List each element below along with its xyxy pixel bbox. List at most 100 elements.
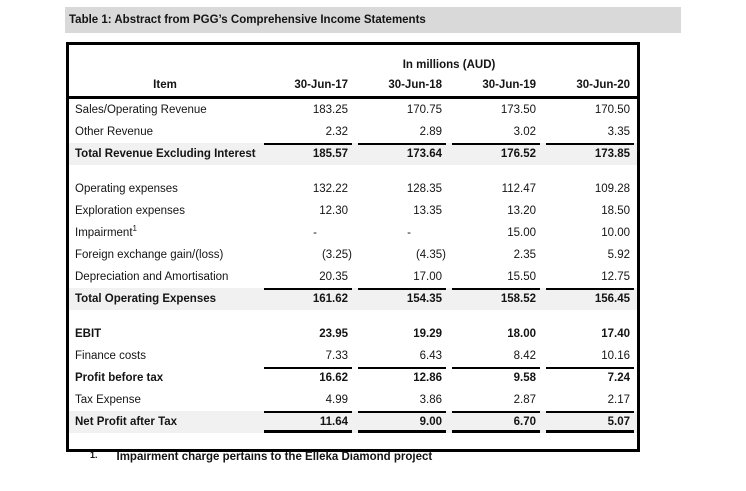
row-label: Operating expenses [75, 183, 178, 195]
units-header-row: In millions (AUD) [69, 45, 637, 74]
table-title-bar: Table 1: Abstract from PGG’s Comprehensi… [65, 7, 681, 33]
spacer-row [69, 433, 637, 449]
row-label: Impairment1 [75, 224, 137, 239]
row-label [69, 310, 261, 323]
cell-value: (3.25) [321, 249, 352, 261]
cell-value: 7.24 [543, 367, 637, 389]
table-row: Operating expenses 132.22 128.35 112.47 109.… [69, 178, 637, 200]
cell-value: (4.35) [415, 249, 446, 261]
cell-value: 17.00 [413, 271, 442, 283]
row-label: Finance costs [75, 350, 146, 362]
table-row: Depreciation and Amortisation 20.35 17.00 1… [69, 266, 637, 288]
cell-value: 183.25 [312, 104, 348, 116]
cell-value: 2.89 [419, 126, 442, 138]
cell-value: 7.33 [325, 350, 348, 362]
row-label: Sales/Operating Revenue [75, 104, 207, 116]
table-row: Total Revenue Excluding Interest 185.57 17… [69, 143, 638, 165]
date-column-header: 30-Jun-19 [449, 74, 543, 99]
table-row: EBIT 23.95 19.29 18.00 17.40 [69, 323, 637, 345]
cell-value: 3.35 [607, 126, 631, 138]
cell-value [543, 433, 637, 449]
table-row: Sales/Operating Revenue 183.25 170.75 173.5… [69, 98, 637, 122]
cell-value [261, 310, 355, 323]
cell-value: 170.50 [594, 104, 631, 116]
income-statement-grid: In millions (AUD) Item 30-Jun-17 30-Jun-18… [69, 45, 638, 449]
cell-value: 17.40 [601, 328, 631, 340]
cell-value: 2.35 [513, 249, 536, 261]
cell-value: 18.50 [601, 205, 631, 217]
row-label: Total Operating Expenses [75, 293, 217, 305]
cell-value: 10.16 [601, 350, 631, 362]
cell-value: 6.43 [419, 350, 442, 362]
cell-value: 2.87 [513, 394, 536, 406]
cell-value: 173.64 [355, 143, 449, 165]
table-row: Total Operating Expenses 161.62 154.35 158.… [69, 288, 638, 310]
cell-value [355, 433, 449, 449]
cell-value: 16.62 [261, 367, 355, 389]
cell-value: 161.62 [261, 288, 355, 310]
footnote-reference: 1 [132, 224, 137, 234]
cell-value: 8.42 [513, 350, 536, 362]
row-label: Other Revenue [75, 126, 153, 138]
cell-value: 156.45 [543, 288, 637, 310]
cell-value: 6.70 [449, 411, 543, 433]
cell-value: 13.20 [507, 205, 536, 217]
row-label: EBIT [75, 328, 102, 340]
footnote-text: Impairment charge pertains to the Elleka… [116, 451, 433, 463]
cell-value: 128.35 [406, 183, 442, 195]
cell-value: 12.30 [319, 205, 348, 217]
cell-value: 18.00 [507, 328, 536, 340]
table-row: Impairment1 - - 15.00 10.00 [69, 222, 637, 244]
cell-value: 19.29 [413, 328, 442, 340]
table-row: Net Profit after Tax 11.64 9.00 6.70 5.07 [69, 411, 638, 433]
cell-value [543, 310, 637, 323]
cell-value: 170.75 [406, 104, 442, 116]
row-label: Net Profit after Tax [75, 416, 178, 428]
cell-value: 2.32 [325, 126, 348, 138]
units-header: In millions (AUD) [402, 59, 496, 71]
cell-value: 10.00 [601, 227, 631, 239]
cell-value: 12.86 [355, 367, 449, 389]
row-label [69, 433, 261, 449]
row-label [69, 165, 261, 178]
cell-value [261, 433, 355, 449]
cell-value [355, 165, 449, 178]
cell-value: 11.64 [261, 411, 355, 433]
item-column-header: Item [69, 74, 261, 99]
cell-value: 15.50 [507, 271, 536, 283]
table-row: Profit before tax 16.62 12.86 9.58 7.24 [69, 367, 637, 389]
table-title: Table 1: Abstract from PGG’s Comprehensi… [69, 14, 426, 26]
row-label: Tax Expense [75, 394, 141, 406]
cell-value: 5.92 [607, 249, 631, 261]
footnote-marker: 1. [90, 450, 98, 460]
cell-value: 158.52 [449, 288, 543, 310]
units-header-spacer [69, 45, 261, 74]
cell-value: 132.22 [312, 183, 348, 195]
date-column-header: 30-Jun-18 [355, 74, 449, 99]
cell-value: 5.07 [543, 411, 637, 433]
row-label: Total Revenue Excluding Interest [75, 148, 256, 160]
cell-value: 9.58 [449, 367, 543, 389]
row-label: Foreign exchange gain/(loss) [75, 249, 224, 261]
cell-value: 23.95 [319, 328, 348, 340]
table-row: Exploration expenses 12.30 13.35 13.20 18.50 [69, 200, 637, 222]
date-column-header: 30-Jun-20 [543, 74, 638, 99]
row-label: Depreciation and Amortisation [75, 271, 229, 283]
cell-value: 109.28 [594, 183, 631, 195]
cell-value: 9.00 [355, 411, 449, 433]
cell-value: - [407, 227, 411, 239]
cell-value: 112.47 [501, 183, 536, 195]
table-row: Tax Expense 4.99 3.86 2.87 2.17 [69, 389, 637, 411]
row-label: Profit before tax [75, 372, 164, 384]
cell-value [355, 310, 449, 323]
footnote: 1. Impairment charge pertains to the Ell… [90, 450, 433, 463]
cell-value [543, 165, 637, 178]
cell-value: 3.86 [419, 394, 442, 406]
cell-value [449, 310, 543, 323]
cell-value: 3.02 [513, 126, 536, 138]
cell-value [261, 165, 355, 178]
cell-value: 173.85 [543, 143, 637, 165]
table-row: Other Revenue 2.32 2.89 3.02 3.35 [69, 121, 637, 143]
row-label: Exploration expenses [75, 205, 185, 217]
